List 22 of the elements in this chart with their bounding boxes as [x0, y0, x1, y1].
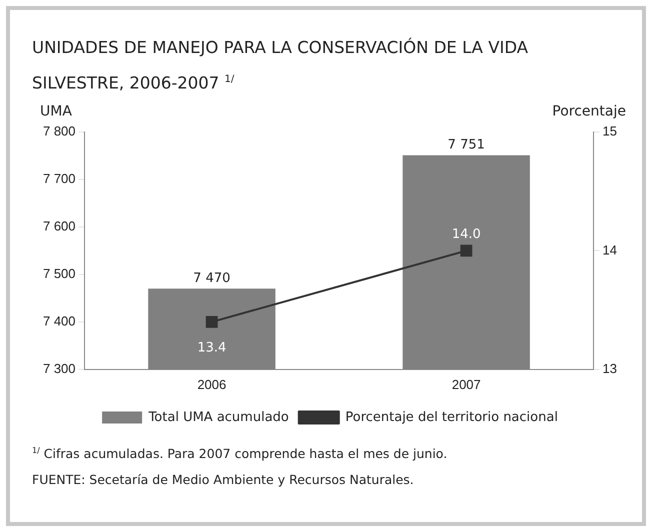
data-label: 7 470	[193, 271, 230, 286]
x-tick-label: 2007	[452, 376, 481, 392]
y-tick-label: 7 800	[42, 124, 76, 139]
y-tick-label: 7 300	[42, 360, 76, 376]
data-label: 7 751	[448, 138, 485, 153]
x-tick-label: 2006	[197, 376, 226, 392]
legend-label: Porcentaje del territorio nacional	[345, 410, 558, 425]
legend-label: Total UMA acumulado	[148, 410, 289, 425]
y-tick-label: 7 600	[42, 218, 76, 234]
data-label: 14.0	[452, 227, 481, 242]
chart-title: UNIDADES DE MANEJO PARA LA CONSERVACIÓN DE LA VIDA SILVESTRE, 2006-2007 $^{1/}$	[32, 36, 530, 94]
y-tick-label: 7 700	[42, 171, 76, 186]
y-tick-label: 7 400	[42, 314, 76, 328]
y2-tick-label: 13	[602, 360, 618, 376]
y2-tick-label: 14	[602, 242, 618, 258]
data-label: 13.4	[197, 340, 226, 356]
source-note: FUENTE: Secetaría de Medio Ambiente y Recursos Naturales.	[32, 472, 414, 487]
y-axis-title: UMA	[40, 104, 72, 120]
y2-axis-title: Porcentaje	[552, 104, 626, 120]
y2-tick-label: 15	[602, 124, 618, 139]
text: $^{1/}$ Cifras acumuladas. Para 2007 comprende hasta el mes de junio.	[32, 446, 448, 462]
y-tick-label: 7 500	[42, 266, 76, 282]
